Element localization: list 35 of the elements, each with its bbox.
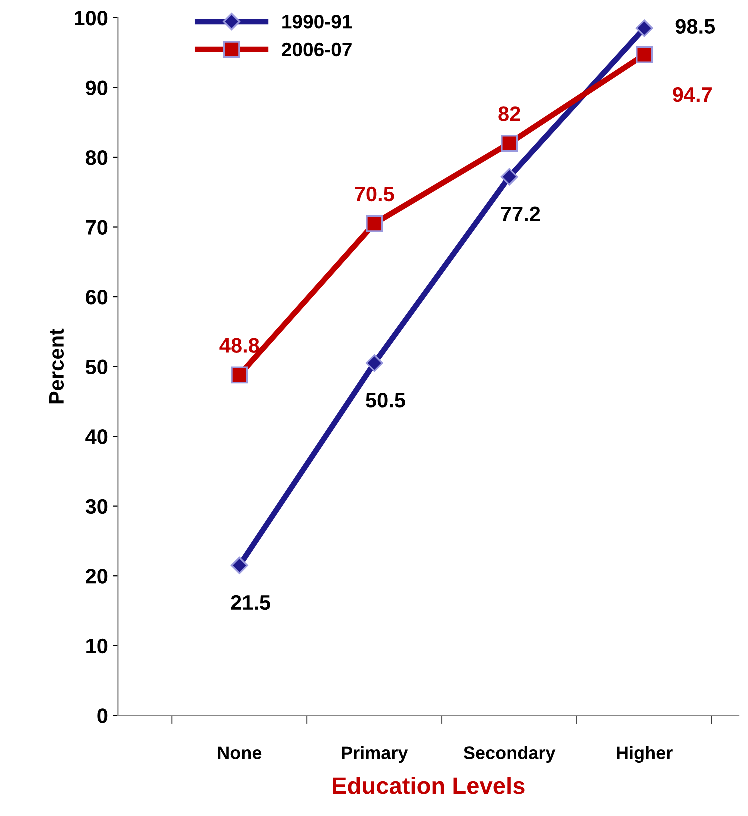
x-tick-label: None <box>218 746 262 760</box>
y-tick-label: 30 <box>86 499 108 514</box>
x-axis-title: Education Levels <box>333 776 525 794</box>
x-tick-label: Higher <box>617 746 673 764</box>
data-label: 48.8 <box>220 338 260 353</box>
point <box>231 366 248 384</box>
data-label: 21.5 <box>231 595 270 610</box>
point <box>501 135 518 152</box>
y-tick-label: 50 <box>86 360 108 375</box>
x-tick-label: Secondary <box>464 746 556 764</box>
point <box>500 168 518 186</box>
point <box>366 215 384 232</box>
data-label: 82 <box>498 106 520 122</box>
y-tick-label: 10 <box>86 638 108 654</box>
y-tick-label: 20 <box>86 569 108 584</box>
y-axis-title: Percent <box>49 328 64 404</box>
y-tick-label: 70 <box>86 220 108 236</box>
y-tick-label: 90 <box>86 80 108 96</box>
y-tick-label: 80 <box>86 150 108 166</box>
y-tick-label: 60 <box>86 290 108 305</box>
point <box>230 556 248 574</box>
legend-label: 1990-91 <box>282 15 352 29</box>
data-label: 98.5 <box>676 19 716 34</box>
y-tick-label: 40 <box>86 430 108 444</box>
data-label: 94.7 <box>673 87 712 102</box>
point <box>366 354 384 372</box>
point <box>636 46 654 64</box>
data-label: 50.5 <box>366 393 406 408</box>
data-label: 77.2 <box>501 206 540 222</box>
x-tick-label: Primary <box>342 746 408 764</box>
data-label: 70.5 <box>355 186 394 202</box>
point <box>636 20 654 38</box>
y-tick-label: 0 <box>98 708 108 724</box>
legend-label: 2006-07 <box>282 42 352 57</box>
y-tick-label: 100 <box>75 10 108 26</box>
